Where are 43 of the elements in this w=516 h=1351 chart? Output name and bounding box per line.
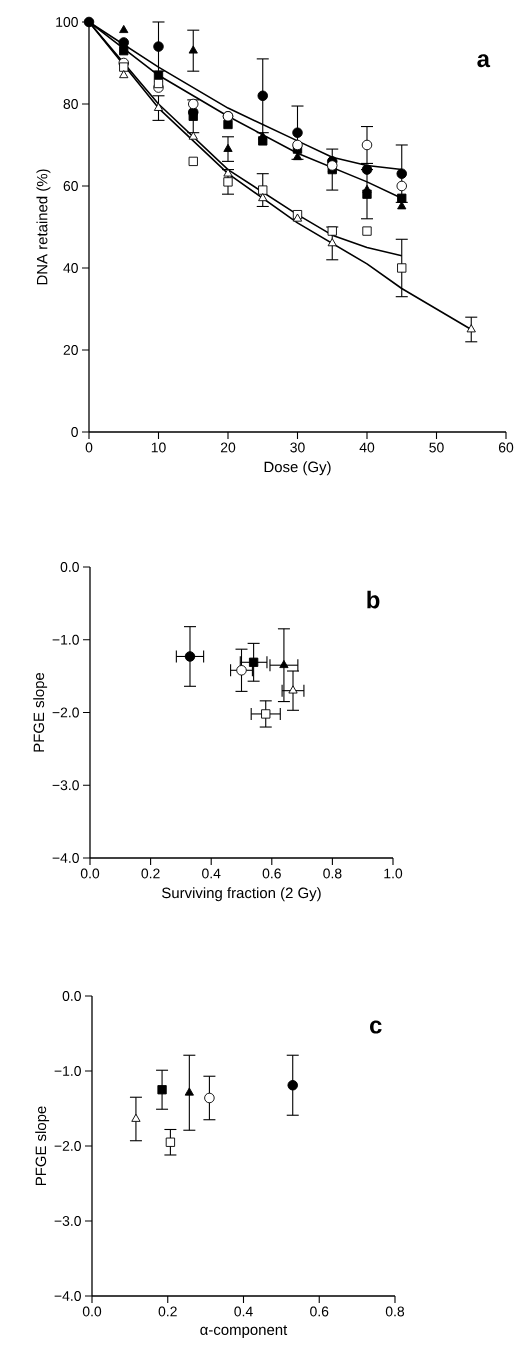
x-tick-label: 20 (220, 442, 236, 453)
x-tick-label: 0.8 (385, 1306, 405, 1317)
y-tick-label: −3.0 (54, 1216, 81, 1226)
x-tick-label: 0.2 (158, 1306, 177, 1317)
y-axis-title: PFGE slope (33, 672, 48, 752)
x-tick-label: 0.0 (80, 868, 100, 879)
x-tick-label: 50 (429, 442, 444, 453)
x-tick-label: 1.0 (384, 868, 403, 879)
x-tick-label: 0 (85, 442, 93, 453)
y-tick-label: −1.0 (54, 1066, 81, 1076)
y-tick-label: 20 (63, 345, 78, 355)
x-tick-label: 30 (290, 442, 305, 453)
x-tick-label: 0.2 (141, 868, 160, 879)
y-tick-label: 80 (63, 99, 78, 109)
x-tick-label: 0.4 (202, 868, 221, 879)
y-axis-title: DNA retained (%) (36, 169, 51, 285)
x-tick-label: 10 (151, 442, 166, 453)
y-tick-label: −1.0 (52, 634, 79, 645)
annotation: a (477, 54, 491, 68)
annotation: c (370, 1020, 382, 1034)
y-tick-label: 60 (63, 181, 78, 191)
y-tick-label: 40 (63, 263, 78, 273)
x-axis-title: Surviving fraction (2 Gy) (162, 887, 321, 902)
x-axis-title: Dose (Gy) (264, 461, 331, 476)
y-tick-label: −4.0 (52, 853, 79, 863)
y-tick-label: 0 (71, 427, 78, 437)
y-tick-label: −2.0 (52, 707, 79, 718)
y-tick-label: −3.0 (52, 780, 79, 791)
y-tick-label: 0.0 (60, 562, 79, 572)
annotation: b (367, 590, 380, 609)
x-tick-label: 0.8 (323, 868, 342, 879)
y-tick-label: 100 (56, 17, 78, 27)
x-tick-label: 60 (498, 442, 514, 453)
y-tick-label: −4.0 (54, 1291, 81, 1301)
y-tick-label: 0.0 (62, 991, 81, 1001)
x-tick-label: 0.6 (262, 868, 281, 879)
x-tick-label: 0.0 (82, 1306, 102, 1317)
x-tick-label: 0.4 (234, 1306, 253, 1317)
x-tick-label: 0.6 (310, 1306, 329, 1317)
y-axis-title: PFGE slope (35, 1106, 50, 1186)
x-tick-label: 40 (359, 442, 375, 453)
y-tick-label: −2.0 (54, 1141, 81, 1151)
x-axis-title: α-component (200, 1325, 288, 1338)
